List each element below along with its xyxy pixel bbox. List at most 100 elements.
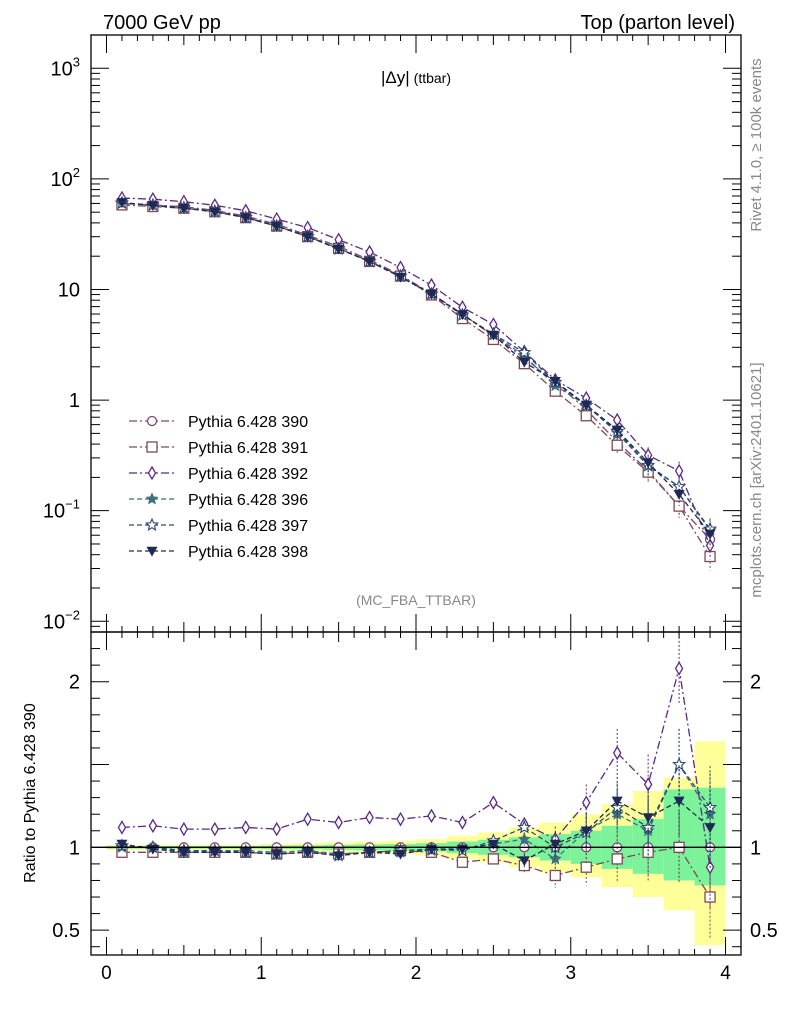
- series-line-main: [121, 201, 711, 535]
- data-point-main: [302, 232, 314, 243]
- main-panel-frame: [90, 34, 742, 633]
- legend-marker: [145, 492, 159, 505]
- header-process: Top (parton level): [580, 12, 735, 34]
- data-point-main: [705, 538, 715, 553]
- data-point-main: [611, 439, 623, 451]
- data-point-ratio: [302, 848, 314, 858]
- data-point-ratio: [549, 839, 561, 850]
- y-tick-label-ratio-right: 1: [750, 837, 761, 859]
- legend-entry: Pythia 6.428 398: [129, 544, 308, 561]
- y-tick-label-ratio-right: 2: [750, 672, 761, 694]
- data-point-ratio: [148, 818, 158, 834]
- data-series: [114, 190, 718, 939]
- x-tick-label: 1: [256, 963, 267, 984]
- x-tick-label: 0: [101, 963, 112, 984]
- data-point-main: [518, 357, 530, 368]
- y-tick-label-base: 10: [43, 611, 65, 633]
- legend-entry: Pythia 6.428 397: [129, 517, 308, 535]
- data-point-ratio: [704, 891, 716, 903]
- legend-label: Pythia 6.428 398: [188, 544, 308, 561]
- series-ratio-2: [117, 632, 715, 909]
- data-point-ratio: [334, 815, 343, 830]
- data-point-ratio: [673, 796, 685, 807]
- data-point-main: [271, 221, 283, 232]
- data-point-ratio: [642, 846, 654, 858]
- data-point-ratio: [240, 848, 252, 858]
- data-point-ratio: [427, 808, 436, 824]
- legend-entry: Pythia 6.428 396: [129, 492, 308, 509]
- data-point-ratio: [178, 848, 190, 858]
- legend-entry: Pythia 6.428 391: [129, 440, 308, 457]
- y-tick-label-base: 10: [51, 58, 73, 80]
- y-tick-label-base: 10: [43, 501, 65, 523]
- plot-title: |Δy| (ttbar): [381, 68, 451, 87]
- data-point-ratio: [703, 807, 717, 820]
- data-point-main: [395, 272, 407, 283]
- data-point-main: [240, 213, 252, 224]
- data-point-ratio: [674, 661, 684, 676]
- legend-label: Pythia 6.428 390: [188, 414, 308, 431]
- series-ratio-5: [116, 765, 716, 869]
- data-point-ratio: [704, 823, 716, 834]
- data-point-ratio: [272, 821, 281, 837]
- data-point-main: [642, 458, 654, 469]
- mcplots-label: mcplots.cern.ch [arXiv:2401.10621]: [748, 362, 765, 597]
- ratio-ylabel: Ratio to Pythia 6.428 390: [22, 703, 39, 883]
- y-tick-label-main: 1: [69, 390, 80, 412]
- data-point-ratio: [487, 853, 500, 865]
- series-line-ratio: [121, 668, 711, 868]
- data-point-main: [674, 463, 684, 479]
- data-point-ratio: [179, 821, 189, 837]
- data-point-main: [580, 410, 592, 422]
- data-point-ratio: [548, 852, 562, 865]
- data-point-ratio: [611, 796, 623, 807]
- data-point-ratio: [116, 839, 128, 850]
- data-point-ratio: [241, 820, 251, 835]
- data-point-ratio: [581, 795, 591, 810]
- x-tick-label: 2: [411, 963, 422, 984]
- data-point-ratio: [517, 832, 531, 845]
- y-tick-label-exponent: 2: [73, 165, 80, 180]
- data-point-ratio: [210, 821, 220, 837]
- plot-title-main: |Δy|: [381, 68, 410, 87]
- data-point-ratio: [117, 820, 127, 835]
- x-tick-label: 3: [565, 963, 576, 984]
- rivet-version-label: Rivet 4.1.0, ≥ 100k events: [748, 58, 765, 231]
- data-point-ratio: [580, 861, 592, 873]
- data-point-ratio: [487, 839, 499, 850]
- data-point-ratio: [271, 849, 283, 860]
- data-point-main: [673, 489, 685, 500]
- series-line-main: [121, 197, 711, 546]
- header-energy: 7000 GeV pp: [103, 12, 221, 34]
- y-tick-label-main: 10: [58, 279, 80, 301]
- y-tick-label-ratio-left: 2: [69, 672, 80, 694]
- y-tick-label-exponent: −1: [65, 497, 80, 512]
- data-point-main: [580, 400, 592, 411]
- data-point-main: [456, 310, 468, 321]
- x-tick-label: 4: [720, 963, 731, 984]
- data-point-main: [611, 425, 623, 436]
- y-tick-label-base: 10: [51, 169, 73, 191]
- series-line-main: [121, 202, 711, 540]
- legend-entry: Pythia 6.428 390: [129, 414, 308, 431]
- data-point-main: [209, 207, 221, 218]
- data-point-ratio: [333, 851, 345, 862]
- y-tick-label-base: 1: [69, 390, 80, 412]
- data-point-main: [147, 201, 159, 212]
- data-point-ratio: [303, 811, 312, 827]
- y-tick-label-ratio-left: 0.5: [52, 920, 80, 942]
- data-point-main: [333, 244, 345, 255]
- legend-label: Pythia 6.428 391: [188, 440, 308, 457]
- data-point-ratio: [489, 795, 498, 810]
- data-point-main: [704, 529, 716, 540]
- y-tick-label-ratio-right: 0.5: [750, 920, 778, 942]
- y-tick-label-ratio-left: 1: [69, 837, 80, 859]
- data-point-ratio: [518, 856, 530, 867]
- data-point-ratio: [672, 757, 687, 771]
- legend-marker: [146, 441, 158, 453]
- legend-label: Pythia 6.428 396: [188, 492, 308, 509]
- data-point-ratio: [395, 849, 407, 860]
- y-tick-label-main: 102: [51, 165, 80, 191]
- y-tick-label-main: 10−1: [43, 497, 80, 523]
